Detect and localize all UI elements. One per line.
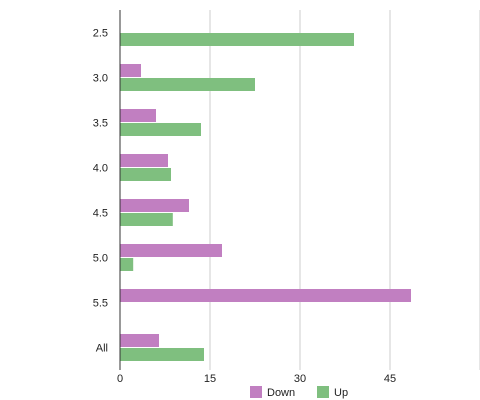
legend-label-down: Down bbox=[267, 387, 295, 399]
legend-label-up: Up bbox=[334, 387, 348, 399]
category-label: 4.0 bbox=[93, 163, 108, 175]
bar-up-3-0 bbox=[120, 78, 255, 91]
bar-up-4-5 bbox=[120, 213, 173, 226]
category-label: All bbox=[96, 343, 108, 355]
bar-down-3-5 bbox=[120, 109, 156, 122]
legend: Down Up bbox=[250, 386, 348, 399]
bar-down-all bbox=[120, 334, 159, 347]
bar-down-4-5 bbox=[120, 199, 189, 212]
category-labels: 2.5 3.0 3.5 4.0 4.5 5.0 5.5 All bbox=[93, 28, 108, 355]
category-label: 4.5 bbox=[93, 208, 108, 220]
gridlines bbox=[209, 10, 480, 370]
category-label: 5.5 bbox=[93, 298, 108, 310]
bar-down-3-0 bbox=[120, 64, 141, 77]
bar-down-4-0 bbox=[120, 154, 168, 167]
x-tick-label: 30 bbox=[294, 373, 306, 385]
bar-up-5-0 bbox=[120, 258, 134, 271]
category-label: 2.5 bbox=[93, 28, 108, 40]
x-tick-label: 0 bbox=[117, 373, 123, 385]
category-label: 3.0 bbox=[93, 73, 108, 85]
bar-up-4-0 bbox=[120, 168, 171, 181]
legend-swatch-down bbox=[250, 386, 262, 398]
bar-up-2-5 bbox=[120, 33, 354, 46]
bar-up-3-5 bbox=[120, 123, 201, 136]
x-tick-label: 15 bbox=[204, 373, 216, 385]
bar-down-5-0 bbox=[120, 244, 222, 257]
bars bbox=[120, 33, 411, 361]
x-tick-labels: 0 15 30 45 bbox=[117, 373, 396, 385]
bar-down-5-5 bbox=[120, 289, 411, 302]
category-label: 5.0 bbox=[93, 253, 108, 265]
category-label: 3.5 bbox=[93, 118, 108, 130]
bar-up-all bbox=[120, 348, 204, 361]
x-tick-label: 45 bbox=[384, 373, 396, 385]
legend-swatch-up bbox=[317, 386, 329, 398]
